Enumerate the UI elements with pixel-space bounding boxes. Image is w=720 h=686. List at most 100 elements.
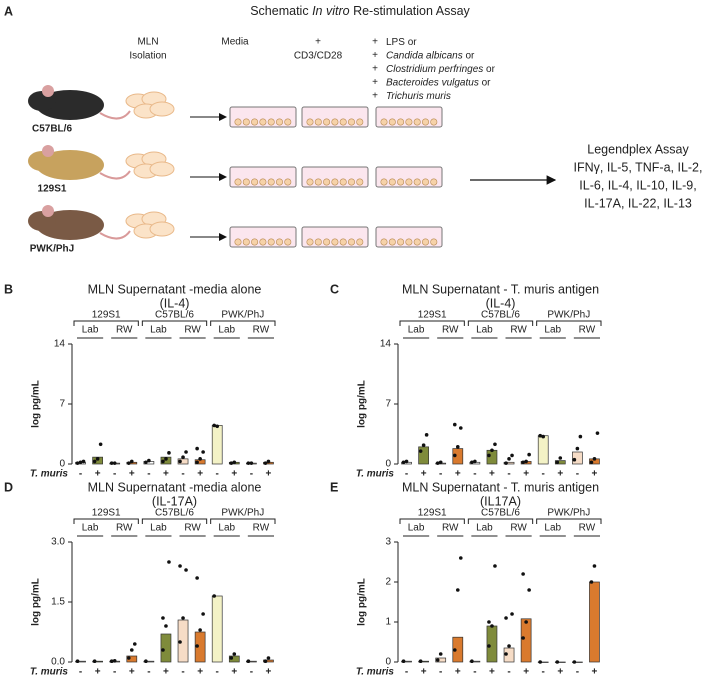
- bar: [537, 661, 549, 663]
- data-point: [487, 453, 491, 458]
- dish-tissue: [267, 238, 275, 246]
- y-tick-label: 14: [380, 339, 392, 350]
- dish-tissue: [380, 118, 388, 126]
- data-point: [487, 620, 491, 624]
- x-tick-label: -: [473, 667, 476, 678]
- data-point: [92, 659, 97, 663]
- data-point: [507, 457, 511, 461]
- stimulus-suffix: or: [408, 37, 418, 48]
- bar: [554, 460, 566, 465]
- subgroup-label: Lab: [544, 325, 561, 336]
- x-tick-label: +: [129, 469, 135, 480]
- data-point: [521, 572, 525, 576]
- y-tick-label: 1.5: [51, 597, 65, 608]
- group-label: 129S1: [418, 310, 447, 321]
- dish-tissue: [356, 238, 364, 246]
- chart-title: (IL-17A): [152, 494, 197, 508]
- stimulus-sign: +: [372, 37, 378, 48]
- dish-tissue: [251, 118, 259, 126]
- dish-tissue: [331, 238, 339, 246]
- data-point: [98, 442, 103, 447]
- stimulus: LPS or: [386, 37, 417, 48]
- data-point: [487, 644, 491, 648]
- data-point: [112, 461, 117, 465]
- data-point: [181, 455, 185, 459]
- dish-tissue: [388, 238, 396, 246]
- group-bracket: [399, 518, 465, 524]
- dish-tissue: [397, 118, 405, 126]
- data-point: [246, 659, 251, 663]
- bar: [75, 660, 86, 663]
- dish-tissue: [259, 238, 267, 246]
- cytokines: IL-6, IL-4, IL-10, IL-9,: [579, 178, 696, 192]
- data-point: [558, 456, 563, 460]
- data-point: [212, 423, 217, 428]
- x-tick-label: -: [181, 469, 184, 480]
- bar: [263, 659, 274, 663]
- subgroup-label: RW: [253, 523, 270, 534]
- data-point: [418, 449, 423, 453]
- group-label: C57BL/6: [155, 310, 194, 321]
- dish-tissue: [388, 178, 396, 186]
- group-bracket: [141, 518, 208, 524]
- x-tick-label: -: [542, 469, 545, 480]
- stimulus: Bacteroides vulgatus or: [386, 77, 491, 88]
- data-point: [538, 433, 543, 438]
- data-point: [198, 457, 202, 461]
- data-point: [592, 564, 597, 568]
- title-part: Re-stimulation Assay: [353, 4, 470, 18]
- x-tick-label: +: [266, 469, 272, 480]
- subgroup-label: Lab: [150, 523, 167, 534]
- x-tick-label: +: [197, 469, 203, 480]
- dish-tissue: [430, 178, 438, 186]
- data-point: [541, 434, 546, 439]
- dish-tissue: [339, 238, 347, 246]
- group-label: 129S1: [92, 508, 121, 519]
- data-point: [195, 576, 199, 580]
- data-point: [161, 459, 165, 464]
- data-point: [78, 460, 83, 465]
- x-tick-label: +: [592, 469, 598, 480]
- subgroup-label: RW: [116, 325, 133, 336]
- data-point: [524, 620, 528, 624]
- x-tick-label: -: [250, 469, 253, 480]
- data-point: [109, 659, 114, 663]
- x-tick-label: -: [147, 667, 150, 678]
- dish-tissue: [405, 178, 413, 186]
- data-point: [595, 431, 600, 435]
- dish-tissue: [405, 238, 413, 246]
- stimulus-name: Trichuris muris: [386, 91, 451, 102]
- lymph-node: [149, 101, 175, 117]
- data-point: [164, 457, 168, 461]
- data-point: [555, 660, 560, 664]
- mouse: [28, 85, 131, 120]
- data-point: [458, 426, 463, 430]
- data-point: [167, 560, 171, 564]
- data-point: [195, 446, 199, 451]
- cytokines: IL-17A, IL-22, IL-13: [584, 196, 692, 210]
- data-point: [555, 460, 560, 465]
- column-header: +: [315, 37, 321, 48]
- y-tick-label: 3.0: [51, 537, 65, 548]
- dish-tissue: [306, 178, 314, 186]
- x-tick-label: +: [421, 667, 427, 678]
- bar: [246, 660, 257, 663]
- mouse-ear: [42, 205, 54, 217]
- dish-tissue: [347, 118, 355, 126]
- dish-tissue: [314, 178, 322, 186]
- stimulus-suffix: or: [486, 64, 496, 75]
- subgroup-label: Lab: [408, 523, 425, 534]
- dish-tissue: [234, 238, 242, 246]
- x-tick-label: -: [79, 469, 82, 480]
- group-bracket: [536, 518, 602, 524]
- y-axis-label: log pg/mL: [357, 380, 368, 428]
- stimulus-suffix: or: [466, 50, 476, 61]
- x-tick-label: +: [455, 667, 461, 678]
- data-point: [521, 636, 525, 640]
- dish-tissue: [234, 178, 242, 186]
- data-point: [418, 659, 423, 663]
- panel-label: E: [330, 480, 338, 494]
- data-point: [435, 658, 440, 662]
- x-tick-label: -: [147, 469, 150, 480]
